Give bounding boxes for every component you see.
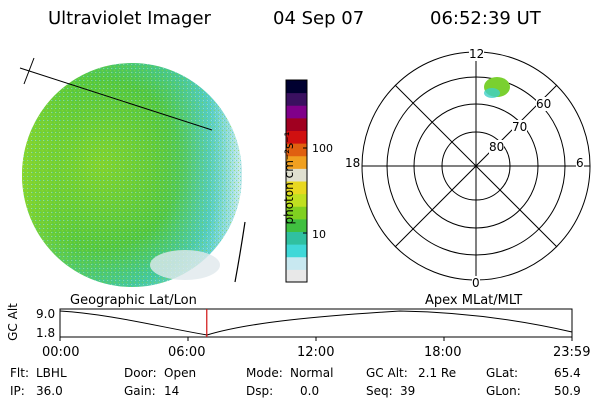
- colorbar-band: [286, 168, 307, 182]
- mode-value: Normal: [290, 366, 334, 380]
- colorbar-band: [286, 92, 307, 106]
- earth-disk-noise: [22, 63, 242, 287]
- gain-label: Gain:: [124, 384, 156, 398]
- colorbar-band: [286, 143, 307, 157]
- colorbar-band: [286, 256, 307, 270]
- flt-value: LBHL: [36, 366, 67, 380]
- mlat-label-70: 70: [512, 120, 528, 134]
- mode-label: Mode:: [246, 366, 283, 380]
- dsp-value: 0.0: [300, 384, 320, 398]
- mlat-label-60: 60: [536, 97, 552, 111]
- limb-mark: [234, 221, 246, 283]
- x-tick-label-1: 06:00: [168, 345, 206, 360]
- glon-value: 50.9: [554, 384, 581, 398]
- glat-value: 65.4: [554, 366, 581, 380]
- ip-value: 36.0: [36, 384, 63, 398]
- colorbar-band: [286, 244, 307, 258]
- colorbar-tick-100: 100: [312, 142, 333, 155]
- apex-mlat-title: Apex MLat/MLT: [425, 293, 523, 308]
- colorbar-band: [286, 105, 307, 119]
- door-label: Door:: [124, 366, 157, 380]
- date-label: 04 Sep 07: [273, 8, 365, 29]
- mlt-label-6: 6: [576, 156, 584, 170]
- dsp-label: Dsp:: [246, 384, 274, 398]
- colorbar-band: [286, 193, 307, 207]
- colorbar-tick-10: 10: [312, 228, 326, 241]
- instrument-title: Ultraviolet Imager: [48, 8, 211, 29]
- timeline-frame: [59, 308, 573, 338]
- door-value: Open: [164, 366, 197, 380]
- time-label: 06:52:39 UT: [430, 8, 541, 29]
- colorbar-band: [286, 269, 307, 283]
- geo-latlon-title: Geographic Lat/Lon: [70, 293, 197, 308]
- glat-label: GLat:: [486, 366, 519, 380]
- terminator-tick: [23, 57, 35, 85]
- polar-diag-2: [394, 84, 558, 248]
- gc-alt-min: 1.8: [36, 326, 56, 340]
- gc-alt-value: 2.1 Re: [418, 366, 457, 380]
- colorbar-band: [286, 206, 307, 220]
- terminator-line: [19, 67, 213, 131]
- gain-value: 14: [164, 384, 180, 398]
- mlat-label-80: 80: [489, 140, 505, 154]
- altitude-curve: [59, 310, 573, 336]
- earth-bright-patch: [150, 250, 220, 280]
- colorbar-band: [286, 218, 307, 232]
- colorbar-frame: [285, 79, 308, 283]
- colorbar-band: [286, 130, 307, 144]
- x-tick-label-0: 00:00: [42, 345, 80, 360]
- colorbar-band: [286, 117, 307, 131]
- flt-label: Flt:: [10, 366, 29, 380]
- colorbar-band: [286, 231, 307, 245]
- ip-label: IP:: [10, 384, 25, 398]
- mlt-label-0: 0: [472, 276, 480, 290]
- colorbar-band: [286, 155, 307, 169]
- aurora-blob-edge: [484, 88, 500, 98]
- x-tick-label-2: 12:00: [297, 345, 335, 360]
- seq-value: 39: [400, 384, 416, 398]
- colorbar-band: [286, 80, 307, 94]
- gc-alt-label: GC Alt:: [366, 366, 408, 380]
- x-tick-label-3: 18:00: [424, 345, 462, 360]
- colorbar-band: [286, 181, 307, 195]
- gc-alt-max: 9.0: [36, 307, 56, 321]
- glon-label: GLon:: [486, 384, 521, 398]
- mlt-label-12: 12: [469, 47, 485, 61]
- mlt-label-18: 18: [345, 156, 361, 170]
- x-tick-label-4: 23:59: [553, 345, 591, 360]
- seq-label: Seq:: [366, 384, 393, 398]
